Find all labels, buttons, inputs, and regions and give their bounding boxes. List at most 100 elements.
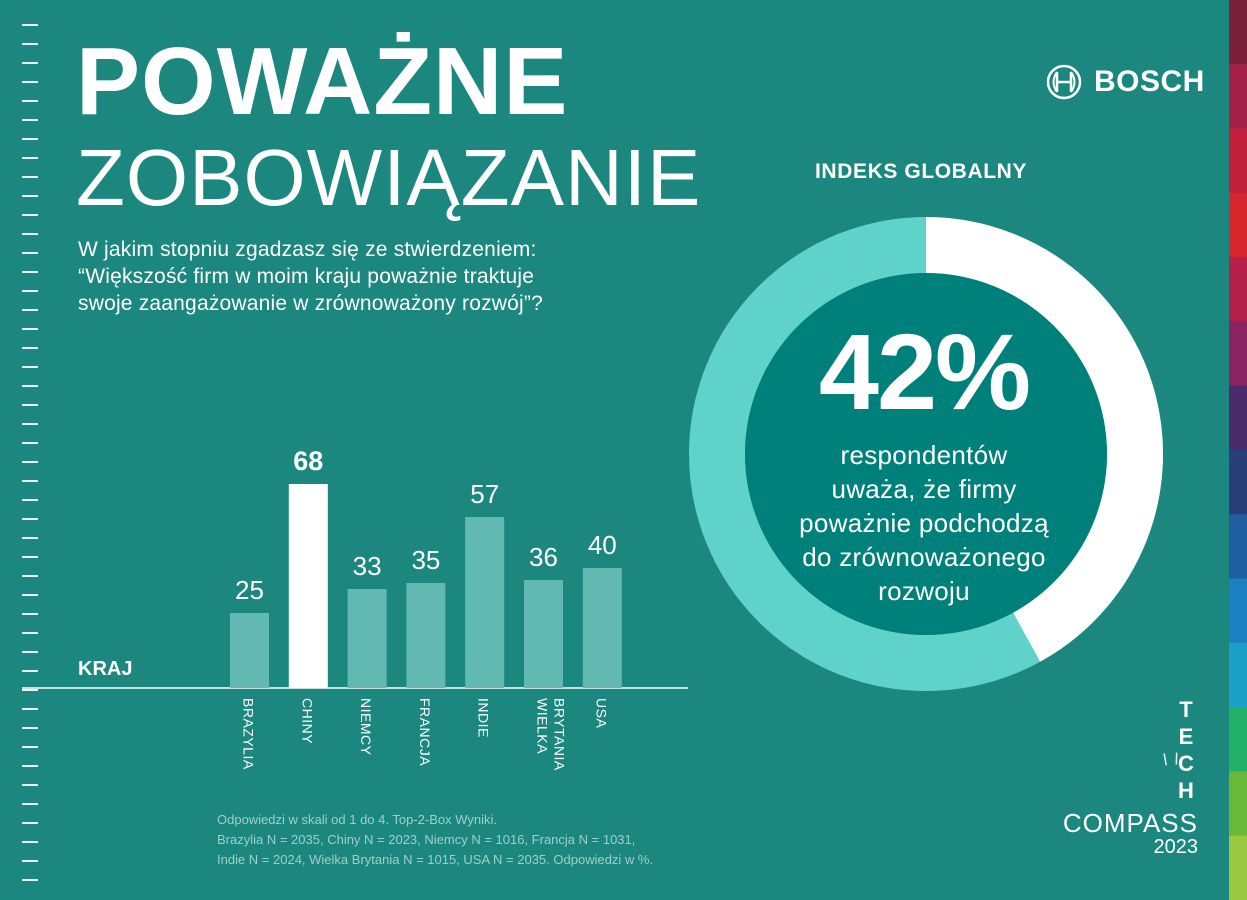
ruler-tick — [22, 613, 38, 615]
category-label: INDIE — [476, 698, 492, 738]
index-description: respondentów uważa, że firmy poważnie po… — [742, 438, 1106, 608]
ruler-tick — [22, 309, 38, 311]
stripe-segment — [1229, 450, 1247, 516]
bar — [347, 589, 387, 688]
stripe-segment — [1229, 128, 1247, 194]
ruler-tick — [22, 708, 38, 710]
bar — [582, 568, 622, 688]
stripe-segment — [1229, 835, 1247, 900]
ruler-tick — [22, 43, 38, 45]
category-label: FRANCJA — [417, 698, 433, 766]
bar — [230, 613, 269, 688]
ruler-tick — [22, 651, 38, 653]
stripe-segment — [1229, 771, 1247, 837]
bar — [524, 580, 563, 688]
ruler-tick — [22, 271, 38, 273]
global-index-donut — [689, 217, 1163, 691]
logo-letter: E — [1178, 724, 1194, 749]
category-label: CHINY — [299, 698, 315, 744]
ruler-tick — [22, 461, 38, 463]
ruler-tick — [22, 195, 38, 197]
stripe-segment — [1229, 192, 1247, 259]
bosch-brand: BOSCH — [1046, 64, 1205, 100]
ruler-tick — [22, 366, 38, 368]
index-title: INDEKS GLOBALNY — [815, 160, 1028, 183]
category-label: NIEMCY — [358, 698, 374, 756]
category-label: BRYTANIA — [552, 698, 568, 771]
ruler-tick — [22, 632, 38, 634]
ruler-tick — [22, 214, 38, 216]
brand-name: BOSCH — [1094, 65, 1205, 98]
left-ruler — [22, 24, 40, 884]
ruler-tick — [22, 499, 38, 501]
description-line: rozwoju — [878, 576, 970, 606]
description-line: do zrównoważonego — [802, 542, 1046, 572]
tech-compass-logo: T E C H COMPASS 2023 — [1060, 690, 1210, 870]
ruler-tick — [22, 746, 38, 748]
survey-question: W jakim stopniu zgadzasz się ze stwierdz… — [78, 236, 638, 317]
bar-value-label: 33 — [353, 551, 382, 581]
ruler-tick — [22, 518, 38, 520]
description-line: uważa, że firmy — [831, 474, 1017, 504]
ruler-tick — [22, 290, 38, 292]
title-line-1: POWAŻNE — [76, 28, 569, 135]
ruler-tick — [22, 556, 38, 558]
bar-value-label: 25 — [235, 575, 264, 605]
ruler-tick — [22, 385, 38, 387]
logo-compass: COMPASS — [1062, 808, 1198, 838]
logo-letter: H — [1178, 778, 1194, 803]
category-label: WIELKA — [535, 698, 551, 754]
ruler-tick — [22, 879, 38, 881]
description-line: poważnie podchodzą — [799, 508, 1049, 538]
ruler-tick — [22, 24, 38, 26]
question-line: W jakim stopniu zgadzasz się ze stwierdz… — [78, 238, 537, 261]
stripe-segment — [1229, 257, 1247, 323]
ruler-tick — [22, 689, 38, 691]
compass-dial-icon — [1163, 752, 1178, 766]
footnote-line: Indie N = 2024, Wielka Brytania N = 1015… — [217, 852, 654, 867]
ruler-tick — [22, 62, 38, 64]
title-line-2: ZOBOWIĄZANIE — [76, 133, 702, 222]
ruler-tick — [22, 765, 38, 767]
bar-value-label: 57 — [470, 479, 499, 509]
ruler-tick — [22, 442, 38, 444]
stripe-segment — [1229, 385, 1247, 451]
ruler-tick — [22, 328, 38, 330]
bar-value-label: 36 — [529, 542, 558, 572]
ruler-tick — [22, 233, 38, 235]
stripe-segment — [1229, 514, 1247, 580]
ruler-tick — [22, 81, 38, 83]
ruler-tick — [22, 537, 38, 539]
donut-center — [745, 273, 1107, 635]
index-percent: 42% — [818, 311, 1031, 432]
description-line: respondentów — [840, 440, 1008, 470]
ruler-tick — [22, 138, 38, 140]
ruler-tick — [22, 727, 38, 729]
ruler-tick — [22, 100, 38, 102]
color-stripe — [1229, 0, 1247, 900]
question-line: “Większość firm w moim kraju poważnie tr… — [78, 265, 535, 288]
footnote: Odpowiedzi w skali od 1 do 4. Top-2-Box … — [217, 810, 653, 870]
stripe-segment — [1229, 64, 1247, 130]
ruler-tick — [22, 347, 38, 349]
ruler-tick — [22, 670, 38, 672]
ruler-tick — [22, 841, 38, 843]
footnote-line: Brazylia N = 2035, Chiny N = 2023, Niemc… — [217, 832, 636, 847]
ruler-tick — [22, 176, 38, 178]
dial-tick — [1163, 753, 1167, 766]
donut-center-text: 42% respondentów uważa, że firmy poważni… — [742, 318, 1106, 608]
bar-value-label: 68 — [293, 446, 323, 476]
bar — [465, 517, 505, 688]
donut-filled-arc — [925, 217, 1163, 662]
logo-letter: T — [1179, 697, 1193, 722]
stripe-segment — [1229, 707, 1247, 773]
ruler-tick — [22, 252, 38, 254]
bar-value-label: 35 — [411, 545, 440, 575]
ruler-tick — [22, 822, 38, 824]
ruler-tick — [22, 404, 38, 406]
stripe-segment — [1229, 0, 1247, 66]
ruler-tick — [22, 594, 38, 596]
logo-year: 2023 — [1153, 836, 1199, 858]
question-line: swoje zaangażowanie w zrównoważony rozwó… — [78, 292, 543, 315]
